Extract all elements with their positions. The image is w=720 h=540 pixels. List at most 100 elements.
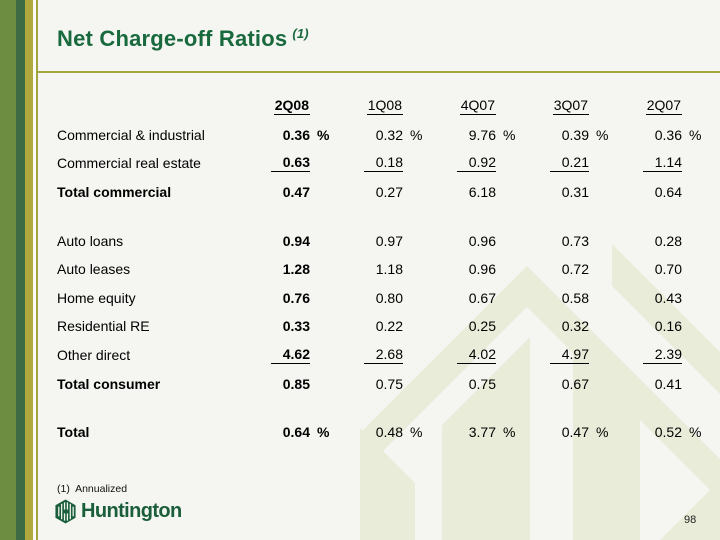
table-row: Home equity 0.76 0.80 0.67 0.58 0.43 xyxy=(57,284,717,313)
cell-value: 0.27 xyxy=(343,184,403,200)
value: 0.47 xyxy=(282,184,310,201)
value: 0.33 xyxy=(282,318,310,335)
huntington-hexagon-icon xyxy=(55,499,76,524)
value: 0.47 xyxy=(561,424,589,441)
page-title: Net Charge-off Ratios (1) xyxy=(57,26,309,52)
table-row: Auto loans 0.94 0.97 0.96 0.73 0.28 xyxy=(57,226,717,255)
left-border-stripe-dark-green xyxy=(16,0,25,540)
table-row: Total commercial 0.47 0.27 6.18 0.31 0.64 xyxy=(57,178,717,207)
page-number: 98 xyxy=(684,514,697,526)
row-label: Home equity xyxy=(57,289,136,306)
cell-value: 3.77 xyxy=(436,424,496,440)
cell-percent: % xyxy=(596,424,609,441)
column-header: 2Q07 xyxy=(622,97,682,116)
cell-value: 0.96 xyxy=(436,233,496,249)
value: 2.68 xyxy=(363,346,403,365)
cell-value: 0.36 xyxy=(622,127,682,143)
left-border-stripe-olive xyxy=(0,0,16,540)
cell-percent: % xyxy=(689,126,702,143)
value: 0.92 xyxy=(456,154,496,173)
column-header-label: 1Q08 xyxy=(366,97,403,116)
table-row: Other direct 4.62 2.68 4.02 4.97 2.39 xyxy=(57,341,717,370)
value: 0.18 xyxy=(363,154,403,173)
value: 0.21 xyxy=(549,154,589,173)
cell-percent: % xyxy=(596,126,609,143)
value: 0.22 xyxy=(375,318,403,335)
value: 6.18 xyxy=(468,184,496,201)
cell-value: 0.22 xyxy=(343,318,403,334)
row-label: Total xyxy=(57,424,90,441)
value: 1.18 xyxy=(375,261,403,278)
cell-value: 0.75 xyxy=(343,376,403,392)
cell-value: 2.68 xyxy=(343,346,403,365)
cell-value: 0.72 xyxy=(529,261,589,277)
cell-value: 0.85 xyxy=(250,376,310,392)
value: 0.67 xyxy=(561,375,589,392)
cell-value: 0.28 xyxy=(622,233,682,249)
cell-value: 1.18 xyxy=(343,261,403,277)
cell-value: 0.67 xyxy=(529,376,589,392)
cell-value: 4.62 xyxy=(250,346,310,365)
cell-percent: % xyxy=(317,126,330,143)
column-header: 3Q07 xyxy=(529,97,589,116)
cell-value: 0.25 xyxy=(436,318,496,334)
table-row-spacer xyxy=(57,206,717,226)
left-border-stripe-thin-line xyxy=(36,0,38,540)
cell-percent: % xyxy=(410,424,423,441)
row-label: Total consumer xyxy=(57,375,161,392)
page-title-text: Net Charge-off Ratios xyxy=(57,26,288,51)
value: 0.48 xyxy=(375,424,403,441)
cell-value: 0.31 xyxy=(529,184,589,200)
cell-value: 1.14 xyxy=(622,154,682,173)
cell-percent: % xyxy=(689,424,702,441)
table-row-spacer xyxy=(57,398,717,418)
cell-value: 2.39 xyxy=(622,346,682,365)
huntington-logo-text: Huntington xyxy=(81,500,182,522)
value: 0.96 xyxy=(468,261,496,278)
column-header-label: 2Q08 xyxy=(273,97,310,116)
value: 0.64 xyxy=(654,184,682,201)
cell-value: 0.18 xyxy=(343,154,403,173)
value: 0.31 xyxy=(561,184,589,201)
column-header-label: 2Q07 xyxy=(645,97,682,116)
cell-value: 0.43 xyxy=(622,290,682,306)
value: 0.52 xyxy=(654,424,682,441)
value: 0.41 xyxy=(654,375,682,392)
value: 0.39 xyxy=(561,126,589,143)
cell-value: 1.28 xyxy=(250,261,310,277)
value: 4.02 xyxy=(456,346,496,365)
row-label: Total commercial xyxy=(57,184,172,201)
value: 2.39 xyxy=(642,346,682,365)
table-row: Total consumer 0.85 0.75 0.75 0.67 0.41 xyxy=(57,369,717,398)
left-border-stripe-white xyxy=(33,0,36,540)
value: 0.63 xyxy=(270,154,310,173)
column-header-label: 3Q07 xyxy=(552,97,589,116)
cell-value: 0.80 xyxy=(343,290,403,306)
cell-value: 4.02 xyxy=(436,346,496,365)
cell-value: 0.76 xyxy=(250,290,310,306)
value: 0.58 xyxy=(561,289,589,306)
row-label: Residential RE xyxy=(57,318,150,335)
value: 0.72 xyxy=(561,261,589,278)
row-label: Commercial & industrial xyxy=(57,126,205,143)
cell-value: 0.21 xyxy=(529,154,589,173)
cell-value: 0.64 xyxy=(250,424,310,440)
table-row: Commercial & industrial 0.36% 0.32% 9.76% 0.… xyxy=(57,121,717,150)
cell-value: 9.76 xyxy=(436,127,496,143)
cell-value: 0.32 xyxy=(343,127,403,143)
value: 0.97 xyxy=(375,232,403,249)
value: 1.28 xyxy=(282,261,310,278)
value: 0.36 xyxy=(654,126,682,143)
column-header-label: 4Q07 xyxy=(459,97,496,116)
row-label: Auto leases xyxy=(57,261,131,278)
value: 0.64 xyxy=(282,424,310,441)
value: 0.73 xyxy=(561,232,589,249)
table-header-row: 2Q08 1Q08 4Q07 3Q07 2Q07 xyxy=(57,92,717,121)
cell-value: 0.73 xyxy=(529,233,589,249)
table-row: Auto leases 1.28 1.18 0.96 0.72 0.70 xyxy=(57,255,717,284)
value: 0.80 xyxy=(375,289,403,306)
value: 0.76 xyxy=(282,289,310,306)
